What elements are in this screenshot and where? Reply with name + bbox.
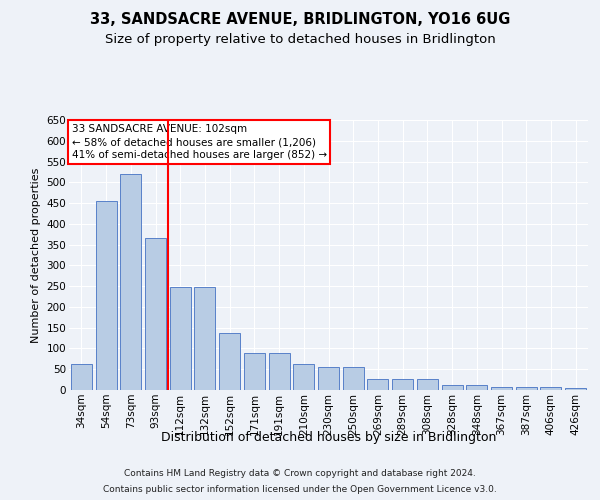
Text: 33, SANDSACRE AVENUE, BRIDLINGTON, YO16 6UG: 33, SANDSACRE AVENUE, BRIDLINGTON, YO16 … — [90, 12, 510, 28]
Bar — [95, 200, 116, 390]
Bar — [145, 238, 166, 390]
Bar — [541, 387, 562, 390]
Text: Contains public sector information licensed under the Open Government Licence v3: Contains public sector information licen… — [103, 484, 497, 494]
Bar — [71, 364, 92, 390]
Text: Size of property relative to detached houses in Bridlington: Size of property relative to detached ho… — [104, 32, 496, 46]
Bar — [516, 387, 537, 390]
Bar — [120, 174, 141, 390]
Bar — [343, 367, 364, 390]
Bar — [318, 367, 339, 390]
Bar — [194, 287, 215, 390]
Bar — [417, 379, 438, 390]
Text: 33 SANDSACRE AVENUE: 102sqm
← 58% of detached houses are smaller (1,206)
41% of : 33 SANDSACRE AVENUE: 102sqm ← 58% of det… — [71, 124, 327, 160]
Bar — [491, 387, 512, 390]
Bar — [170, 287, 191, 390]
Bar — [367, 379, 388, 390]
Text: Distribution of detached houses by size in Bridlington: Distribution of detached houses by size … — [161, 431, 496, 444]
Bar — [244, 352, 265, 390]
Bar — [466, 385, 487, 390]
Bar — [219, 332, 240, 390]
Bar — [442, 385, 463, 390]
Y-axis label: Number of detached properties: Number of detached properties — [31, 168, 41, 342]
Bar — [565, 388, 586, 390]
Bar — [269, 352, 290, 390]
Bar — [392, 379, 413, 390]
Text: Contains HM Land Registry data © Crown copyright and database right 2024.: Contains HM Land Registry data © Crown c… — [124, 470, 476, 478]
Bar — [293, 364, 314, 390]
